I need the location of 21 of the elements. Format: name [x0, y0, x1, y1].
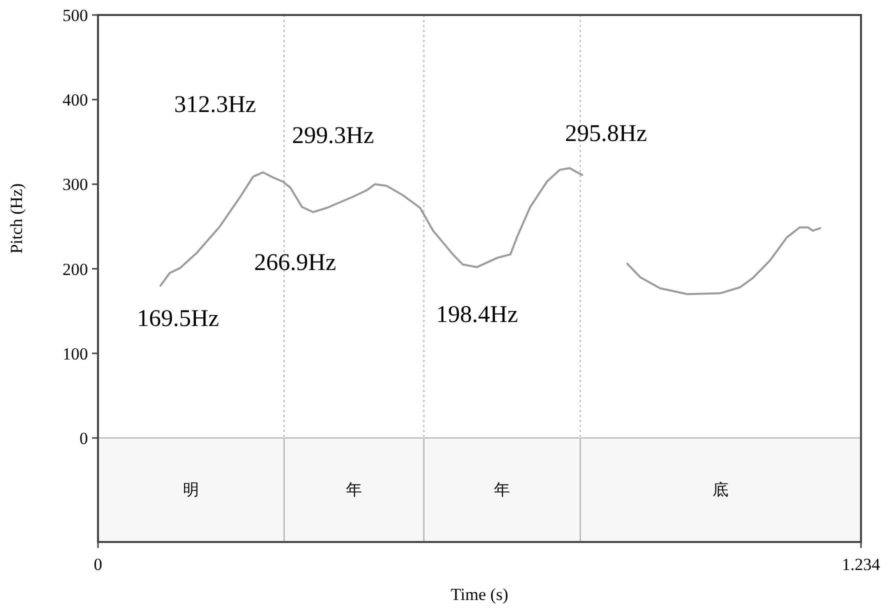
- band-label: 年: [494, 482, 510, 499]
- x-axis-title: Time (s): [450, 585, 508, 604]
- band-label: 底: [712, 480, 729, 499]
- line-series: [159, 167, 584, 287]
- x-tick-label: 1.234: [842, 555, 881, 574]
- y-tick-label: 200: [62, 260, 88, 279]
- y-tick-label: 500: [62, 6, 88, 25]
- annotation: 299.3Hz: [292, 122, 374, 149]
- y-tick-label: 300: [62, 175, 88, 194]
- y-tick-label: 0: [80, 428, 88, 448]
- y-tick-label: 100: [62, 344, 88, 364]
- annotation: 266.9Hz: [254, 250, 336, 276]
- y-tick-label: 400: [62, 90, 88, 110]
- annotation: 312.3Hz: [174, 92, 256, 118]
- band-label: 明: [183, 482, 200, 499]
- y-axis-title: Pitch (Hz): [7, 183, 26, 254]
- annotation: 295.8Hz: [565, 121, 647, 147]
- line-series: [626, 226, 822, 296]
- annotation: 198.4Hz: [436, 302, 518, 328]
- band-label: 年: [346, 482, 362, 499]
- annotation: 169.5Hz: [137, 306, 219, 332]
